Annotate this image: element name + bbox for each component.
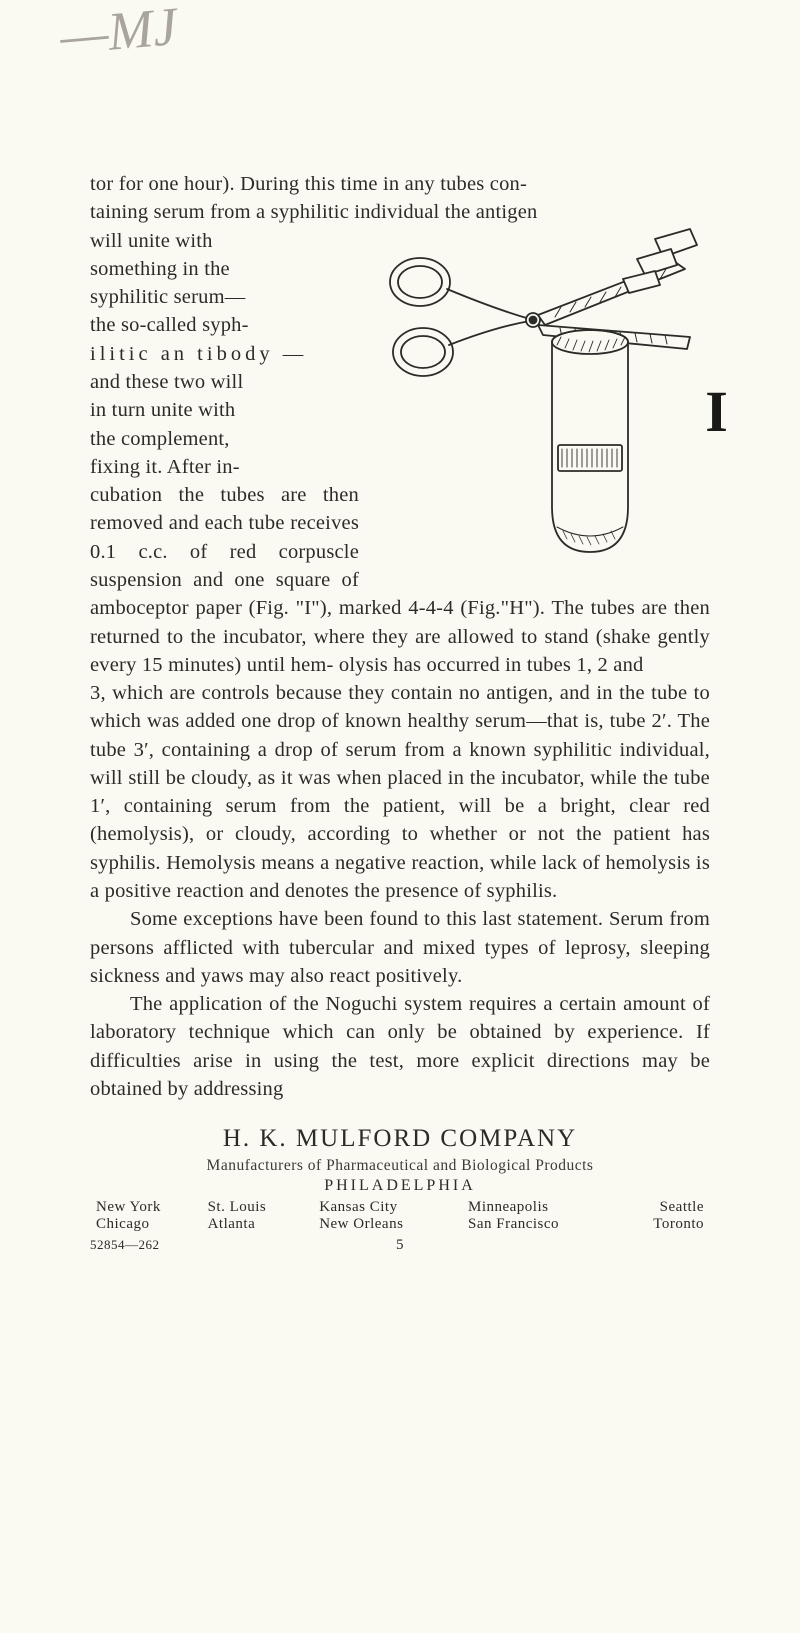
page-content: tor for one hour). During this time in a…	[90, 170, 710, 1253]
para1-line-b: taining serum from a syphilitic individu…	[90, 198, 710, 226]
para1-line-a: tor for one hour). During this time in a…	[90, 170, 710, 198]
city-cell: Chicago	[90, 1216, 202, 1233]
city-cell: Seattle	[611, 1199, 710, 1216]
company-name: H. K. MULFORD COMPANY	[90, 1125, 710, 1153]
footer-line: 52854—262 5	[90, 1237, 710, 1253]
page-number: 5	[396, 1237, 404, 1254]
city-cell: Minneapolis	[462, 1199, 611, 1216]
para1-rest: 3, which are controls because they conta…	[90, 679, 710, 905]
city-table: New York St. Louis Kansas City Minneapol…	[90, 1199, 710, 1233]
scissors-tube-illustration: I	[375, 227, 710, 567]
city-cell: New York	[90, 1199, 202, 1216]
print-number: 52854—262	[90, 1237, 160, 1252]
city-cell: New Orleans	[313, 1216, 462, 1233]
city-cell: St. Louis	[202, 1199, 314, 1216]
city-cell: Toronto	[611, 1216, 710, 1233]
table-row: Chicago Atlanta New Orleans San Francisc…	[90, 1216, 710, 1233]
city-cell: San Francisco	[462, 1216, 611, 1233]
table-row: New York St. Louis Kansas City Minneapol…	[90, 1199, 710, 1216]
company-subhead: Manufacturers of Pharmaceutical and Biol…	[90, 1157, 710, 1175]
city-cell: Kansas City	[313, 1199, 462, 1216]
city-headquarters: PHILADELPHIA	[90, 1177, 710, 1195]
handwriting-annotation: —MJ	[58, 0, 180, 67]
city-cell: Atlanta	[202, 1216, 314, 1233]
para2: Some exceptions have been found to this …	[90, 905, 710, 990]
para1-with-figure: I will unite with something in the syphi…	[90, 227, 710, 680]
para3: The application of the Noguchi system re…	[90, 990, 710, 1103]
figure-label-I: I	[705, 372, 728, 452]
